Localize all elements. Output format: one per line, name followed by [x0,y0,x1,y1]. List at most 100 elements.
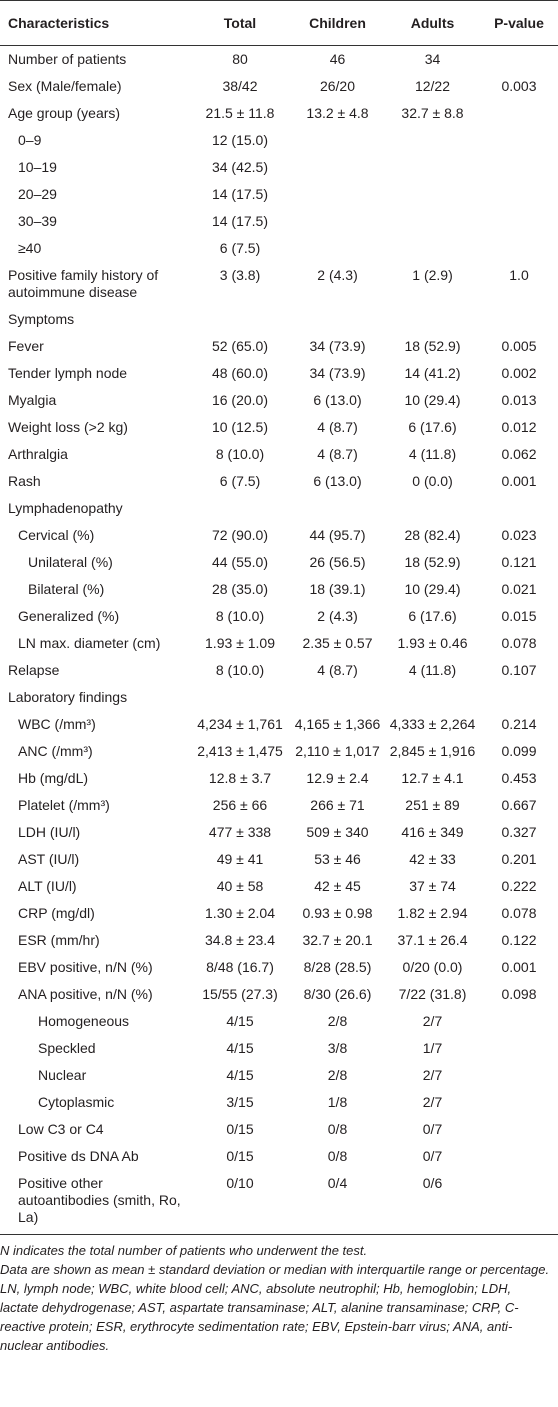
cell: 1/7 [422,1040,443,1056]
cell: 1/8 [327,1094,348,1110]
cell: 0/8 [327,1148,348,1164]
cell: 6 (13.0) [313,473,362,489]
cell: 34 (42.5) [211,159,269,175]
table-row: ALT (IU/l) 40 ± 58 42 ± 45 37 ± 74 0.222 [0,873,558,900]
empty-cell [290,684,385,711]
cell: 4 (8.7) [317,446,358,462]
table-row: LDH (IU/l) 477 ± 338 509 ± 340 416 ± 349 0.3… [0,819,558,846]
table-row: 20–29 14 (17.5) [0,181,558,208]
empty-cell [385,235,480,262]
table-row: ANA positive, n/N (%) 15/55 (27.3) 8/30 (2… [0,981,558,1008]
cell: 4/15 [226,1040,254,1056]
empty-cell [480,1143,558,1170]
table-row: 30–39 14 (17.5) [0,208,558,235]
cell: 4 (8.7) [317,419,358,435]
empty-cell [290,127,385,154]
cell: 48 (60.0) [211,365,269,381]
cell: 0.098 [501,986,537,1002]
row-label: Platelet (/mm³) [18,797,110,813]
cell: 477 ± 338 [208,824,272,840]
empty-cell [385,495,480,522]
row-label: Positive ds DNA Ab [18,1148,139,1164]
cell: 32.7 ± 20.1 [302,932,373,948]
table-row: Myalgia 16 (20.0) 6 (13.0) 10 (29.4) 0.013 [0,387,558,414]
row-label: Age group (years) [8,105,121,121]
cell: 4 (11.8) [408,662,457,678]
cell: 4/15 [226,1067,254,1083]
row-label: ≥40 [18,240,42,256]
table-row: Symptoms [0,306,558,333]
row-label: Hb (mg/dL) [18,770,89,786]
cell: 10 (29.4) [404,392,461,408]
row-label: LN max. diameter (cm) [18,635,161,651]
empty-cell [480,1035,558,1062]
cell: 3/8 [327,1040,348,1056]
empty-cell [480,46,558,74]
cell: 8 (10.0) [215,662,265,678]
cell: 2.35 ± 0.57 [302,635,373,651]
cell: 0.013 [501,392,537,408]
cell: 4,333 ± 2,264 [389,716,476,732]
cell: 26/20 [319,78,356,94]
cell: 13.2 ± 4.8 [306,105,369,121]
table-row: Homogeneous 4/15 2/8 2/7 [0,1008,558,1035]
cell: 0.003 [501,78,537,94]
cell: 0.078 [501,905,537,921]
cell: 14 (41.2) [404,365,461,381]
row-label: WBC (/mm³) [18,716,96,732]
cell: 0.002 [501,365,537,381]
cell: 2/7 [422,1013,443,1029]
row-label: Sex (Male/female) [8,78,122,94]
table-row: Age group (years) 21.5 ± 11.8 13.2 ± 4.8 32… [0,100,558,127]
cell: 2,110 ± 1,017 [295,743,380,759]
cell: 1.93 ± 0.46 [397,635,468,651]
cell: 251 ± 89 [405,797,460,813]
empty-cell [480,100,558,127]
empty-cell [480,1008,558,1035]
row-label: EBV positive, n/N (%) [18,959,153,975]
cell: 1.0 [509,267,529,283]
column-header: P-value [480,0,558,46]
cell: 0.121 [501,554,537,570]
cell: 28 (82.4) [404,527,461,543]
empty-cell [480,684,558,711]
table-row: Low C3 or C4 0/15 0/8 0/7 [0,1116,558,1143]
empty-cell [290,181,385,208]
empty-cell [480,1062,558,1089]
table-row: Sex (Male/female) 38/42 26/20 12/22 0.003 [0,73,558,100]
table-row: ≥40 6 (7.5) [0,235,558,262]
empty-cell [290,154,385,181]
table-row: Positive other autoantibodies (smith, Ro… [0,1170,558,1235]
table-row: Positive family history of autoimmune di… [0,262,558,306]
cell: 0.222 [501,878,537,894]
row-label: Number of patients [8,51,127,67]
table-row: Relapse 8 (10.0) 4 (8.7) 4 (11.8) 0.107 [0,657,558,684]
cell: 0.099 [501,743,537,759]
table-row: Arthralgia 8 (10.0) 4 (8.7) 4 (11.8) 0.062 [0,441,558,468]
cell: 12 (15.0) [211,132,269,148]
table-row: Unilateral (%) 44 (55.0) 26 (56.5) 18 (52.9… [0,549,558,576]
cell: 14 (17.5) [211,186,269,202]
cell: 21.5 ± 11.8 [205,105,275,121]
table-row: Bilateral (%) 28 (35.0) 18 (39.1) 10 (29.4)… [0,576,558,603]
cell: 0.021 [501,581,537,597]
cell: 34 (73.9) [309,338,366,354]
cell: 4 (11.8) [408,446,457,462]
cell: 0/6 [422,1175,443,1191]
cell: 8/30 (26.6) [303,986,372,1002]
row-label: Generalized (%) [18,608,120,624]
row-label: Speckled [38,1040,96,1056]
row-label: Weight loss (>2 kg) [8,419,128,435]
row-label: Bilateral (%) [28,581,105,597]
cell: 2,845 ± 1,916 [389,743,476,759]
cell: 18 (52.9) [404,554,461,570]
cell: 6 (13.0) [313,392,362,408]
cell: 0/10 [226,1175,254,1191]
row-label: Fever [8,338,44,354]
row-label: Laboratory findings [8,689,128,705]
row-label: Homogeneous [38,1013,130,1029]
cell: 0/15 [226,1121,254,1137]
cell: 44 (55.0) [211,554,269,570]
cell: 10 (29.4) [404,581,461,597]
empty-cell [290,235,385,262]
